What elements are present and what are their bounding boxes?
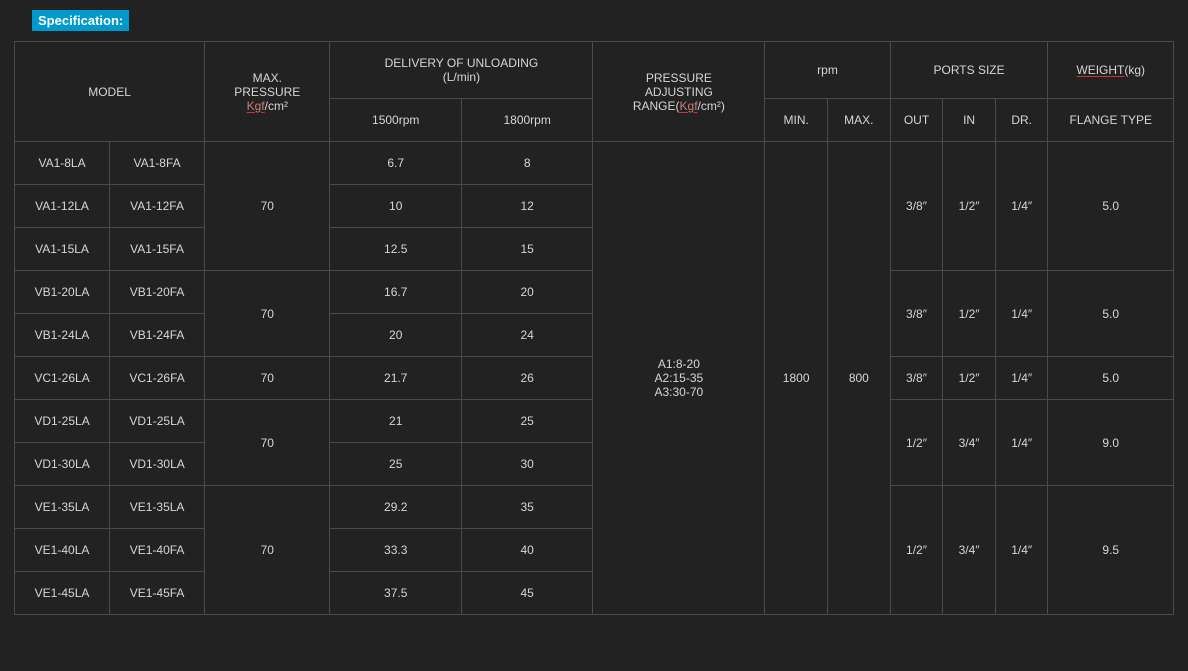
cell: 70 xyxy=(205,486,330,615)
col-ports-in: IN xyxy=(943,99,996,142)
cell: 35 xyxy=(461,486,592,529)
cell: 20 xyxy=(461,271,592,314)
cell: 3/4″ xyxy=(943,486,996,615)
cell: 3/4″ xyxy=(943,400,996,486)
cell: 1/4″ xyxy=(995,271,1048,357)
col-weight: WEIGHT(kg) xyxy=(1048,42,1174,99)
table-header: MODEL MAX. PRESSURE Kgf/cm² DELIVERY OF … xyxy=(15,42,1174,142)
cell: VE1-40LA xyxy=(15,529,110,572)
col-max-pressure: MAX. PRESSURE Kgf/cm² xyxy=(205,42,330,142)
cell: VB1-20LA xyxy=(15,271,110,314)
cell: 20 xyxy=(330,314,461,357)
cell: 70 xyxy=(205,271,330,357)
cell: VA1-8LA xyxy=(15,142,110,185)
cell: 5.0 xyxy=(1048,142,1174,271)
cell: 1/2″ xyxy=(943,142,996,271)
cell: 70 xyxy=(205,142,330,271)
cell: VB1-20FA xyxy=(110,271,205,314)
cell: VE1-40FA xyxy=(110,529,205,572)
cell: VB1-24FA xyxy=(110,314,205,357)
cell: 3/8″ xyxy=(890,271,943,357)
cell: 1/4″ xyxy=(995,400,1048,486)
cell: 29.2 xyxy=(330,486,461,529)
cell: 1/2″ xyxy=(943,271,996,357)
cell: 1/2″ xyxy=(890,400,943,486)
cell: VE1-35LA xyxy=(15,486,110,529)
cell: VD1-25LA xyxy=(15,400,110,443)
cell: 1/2″ xyxy=(943,357,996,400)
cell: 1/4″ xyxy=(995,357,1048,400)
col-model: MODEL xyxy=(15,42,205,142)
cell: VC1-26FA xyxy=(110,357,205,400)
cell: VD1-25LA xyxy=(110,400,205,443)
cell: VA1-8FA xyxy=(110,142,205,185)
cell: 5.0 xyxy=(1048,357,1174,400)
cell: VE1-45LA xyxy=(15,572,110,615)
cell: VE1-35LA xyxy=(110,486,205,529)
col-flange: FLANGE TYPE xyxy=(1048,99,1174,142)
cell: 1/2″ xyxy=(890,486,943,615)
cell: 15 xyxy=(461,228,592,271)
spec-table: MODEL MAX. PRESSURE Kgf/cm² DELIVERY OF … xyxy=(14,41,1174,615)
cell: VE1-45FA xyxy=(110,572,205,615)
col-ports-out: OUT xyxy=(890,99,943,142)
section-title: Specification: xyxy=(32,10,129,31)
cell: 3/8″ xyxy=(890,142,943,271)
cell: A1:8-20A2:15-35A3:30-70 xyxy=(593,142,765,615)
cell: 9.5 xyxy=(1048,486,1174,615)
cell: 1800 xyxy=(765,142,828,615)
cell: 6.7 xyxy=(330,142,461,185)
cell: 10 xyxy=(330,185,461,228)
col-delivery: DELIVERY OF UNLOADING (L/min) xyxy=(330,42,593,99)
cell: 16.7 xyxy=(330,271,461,314)
cell: 25 xyxy=(330,443,461,486)
cell: 25 xyxy=(461,400,592,443)
cell: VA1-15LA xyxy=(15,228,110,271)
table-body: VA1-8LAVA1-8FA706.78A1:8-20A2:15-35A3:30… xyxy=(15,142,1174,615)
cell: 24 xyxy=(461,314,592,357)
cell: 800 xyxy=(828,142,891,615)
cell: 21.7 xyxy=(330,357,461,400)
table-row: VA1-8LAVA1-8FA706.78A1:8-20A2:15-35A3:30… xyxy=(15,142,1174,185)
col-delivery-1500: 1500rpm xyxy=(330,99,461,142)
col-ports: PORTS SIZE xyxy=(890,42,1048,99)
cell: 70 xyxy=(205,357,330,400)
cell: 12.5 xyxy=(330,228,461,271)
cell: 3/8″ xyxy=(890,357,943,400)
col-par: PRESSURE ADJUSTING RANGE(Kgf/cm²) xyxy=(593,42,765,142)
cell: VA1-12FA xyxy=(110,185,205,228)
cell: 8 xyxy=(461,142,592,185)
cell: 21 xyxy=(330,400,461,443)
cell: VA1-12LA xyxy=(15,185,110,228)
col-ports-dr: DR. xyxy=(995,99,1048,142)
cell: 33.3 xyxy=(330,529,461,572)
cell: 9.0 xyxy=(1048,400,1174,486)
col-rpm-max: MAX. xyxy=(828,99,891,142)
cell: 30 xyxy=(461,443,592,486)
cell: VA1-15FA xyxy=(110,228,205,271)
cell: VC1-26LA xyxy=(15,357,110,400)
cell: 12 xyxy=(461,185,592,228)
cell: VB1-24LA xyxy=(15,314,110,357)
cell: VD1-30LA xyxy=(110,443,205,486)
col-rpm: rpm xyxy=(765,42,890,99)
cell: VD1-30LA xyxy=(15,443,110,486)
cell: 1/4″ xyxy=(995,486,1048,615)
col-delivery-1800: 1800rpm xyxy=(461,99,592,142)
cell: 37.5 xyxy=(330,572,461,615)
cell: 5.0 xyxy=(1048,271,1174,357)
col-rpm-min: MIN. xyxy=(765,99,828,142)
cell: 1/4″ xyxy=(995,142,1048,271)
cell: 26 xyxy=(461,357,592,400)
cell: 45 xyxy=(461,572,592,615)
cell: 70 xyxy=(205,400,330,486)
cell: 40 xyxy=(461,529,592,572)
